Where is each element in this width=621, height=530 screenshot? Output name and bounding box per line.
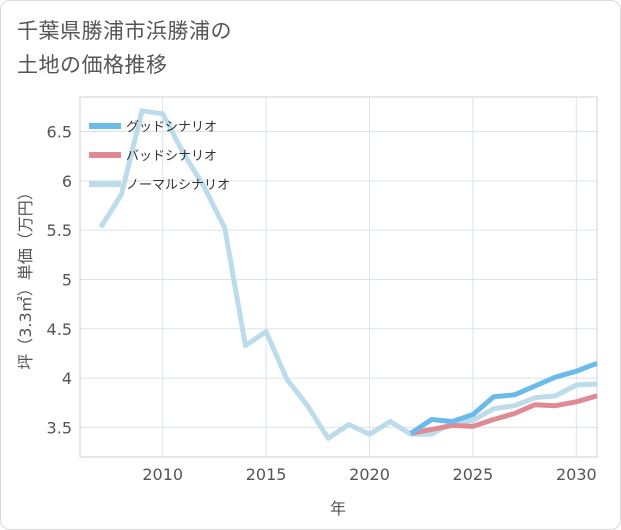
y-tick-label: 4.5 [47,320,72,339]
y-tick-label: 3.5 [47,418,72,437]
series-line-2 [98,108,598,441]
plot-area [79,96,598,458]
legend-label[interactable]: ノーマルシナリオ [126,178,230,193]
x-tick-label: 2030 [556,465,597,484]
x-tick-label: 2015 [246,465,287,484]
title-line-1: 千葉県勝浦市浜勝浦の [17,19,232,43]
x-tick-label: 2010 [142,465,183,484]
legend-label[interactable]: グッドシナリオ [126,120,217,135]
axis-ticks: 3.5 4 4.5 5 5.5 6 6.5 2010 2015 2020 2025 2030 [47,123,597,484]
legend-label[interactable]: バッドシナリオ [126,149,217,164]
y-tick-label: 4 [62,369,72,388]
chart-title: 千葉県勝浦市浜勝浦の 土地の価格推移 [17,14,232,82]
y-tick-label: 5 [62,270,72,289]
y-tick-label: 5.5 [47,221,72,240]
series-lines [98,108,598,441]
x-axis-label: 年 [330,499,346,518]
title-line-2: 土地の価格推移 [17,53,168,77]
grid [80,97,597,457]
y-tick-label: 6 [62,172,72,191]
y-tick-label: 6.5 [47,123,72,142]
x-tick-label: 2020 [349,465,390,484]
series-line-1 [410,393,598,436]
y-axis-label: 坪（3.3㎡）単価（万円） [16,184,35,369]
x-tick-label: 2025 [453,465,494,484]
series-line-0 [409,360,598,436]
